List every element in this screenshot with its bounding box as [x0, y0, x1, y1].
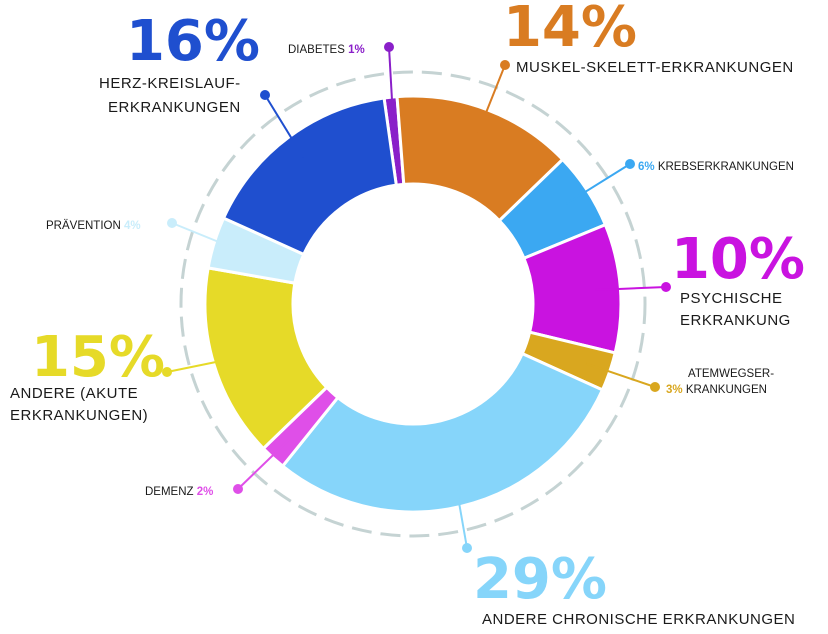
percent-label-praevention: 4% [121, 220, 141, 232]
category-label-atemwegs-0: ATEMWEGSER- [688, 368, 774, 380]
leader-dot-chronische [462, 543, 472, 553]
leader-line-diabetes [388, 46, 395, 123]
leader-dot-herz [260, 90, 270, 100]
leader-dot-diabetes [384, 42, 394, 52]
leader-line-demenz [237, 438, 291, 490]
leader-line-praevention [171, 222, 239, 251]
category-label-akute-0: ANDERE (AKUTE [10, 385, 138, 402]
category-label-muskel-0: MUSKEL-SKELETT-ERKRANKUNGEN [516, 59, 794, 76]
category-label-akute-1: ERKRANKUNGEN) [10, 407, 148, 424]
percent-label-diabetes: 1% [345, 44, 365, 56]
percent-label-akute: 15% [31, 325, 165, 390]
leader-line-psychische [595, 286, 667, 291]
category-label-demenz: DEMENZ 2% [145, 486, 213, 498]
category-name-krebs: KREBSERKRANKUNGEN [658, 161, 794, 173]
category-label-psychische-0: PSYCHISCHE [680, 290, 783, 307]
leader-line-herz [264, 94, 305, 158]
category-label-text-atemwegs: KRANKUNGEN [686, 384, 767, 396]
leader-line-muskel [477, 64, 506, 134]
leader-line-akute [166, 356, 239, 373]
category-name-demenz: DEMENZ [145, 486, 194, 498]
leader-dot-muskel [500, 60, 510, 70]
category-label-diabetes: DIABETES 1% [288, 44, 365, 56]
category-label-chronische-0: ANDERE CHRONISCHE ERKRANKUNGEN [482, 611, 795, 628]
leader-line-krebs [565, 163, 631, 205]
slice-herz [221, 96, 398, 257]
category-label-herz-1: ERKRANKUNGEN [108, 99, 241, 116]
percent-label-krebs: 6% [638, 161, 658, 173]
leader-line-chronische [454, 481, 468, 549]
slices-group [203, 94, 623, 514]
category-label-krebs: 6% KREBSERKRANKUNGEN [638, 161, 794, 173]
category-label-herz-0: HERZ-KREISLAUF- [99, 75, 241, 92]
percent-label-muskel: 14% [503, 0, 637, 60]
leader-dot-psychische [661, 282, 671, 292]
category-label-atemwegs-1: 3% KRANKUNGEN [666, 384, 767, 396]
leader-dot-atemwegs [650, 382, 660, 392]
leader-dot-praevention [167, 218, 177, 228]
percent-label-demenz: 2% [194, 486, 214, 498]
category-label-psychische-1: ERKRANKUNG [680, 312, 791, 329]
leader-dot-krebs [625, 159, 635, 169]
leader-dot-akute [162, 367, 172, 377]
category-name-diabetes: DIABETES [288, 44, 345, 56]
percent-label-psychische: 10% [671, 227, 805, 292]
category-label-praevention: PRÄVENTION 4% [46, 220, 141, 232]
percent-label-atemwegs: 3% [666, 384, 686, 396]
dashed-guide-ring [179, 70, 647, 538]
category-name-praevention: PRÄVENTION [46, 220, 121, 232]
slice-chronische [280, 351, 605, 514]
labels-group: DIABETES 1% 14%MUSKEL-SKELETT-ERKRANKUNGE… [10, 0, 805, 628]
percent-label-herz: 16% [126, 9, 260, 74]
percent-label-chronische: 29% [473, 547, 607, 612]
leader-dot-demenz [233, 484, 243, 494]
leader-line-atemwegs [585, 362, 656, 388]
